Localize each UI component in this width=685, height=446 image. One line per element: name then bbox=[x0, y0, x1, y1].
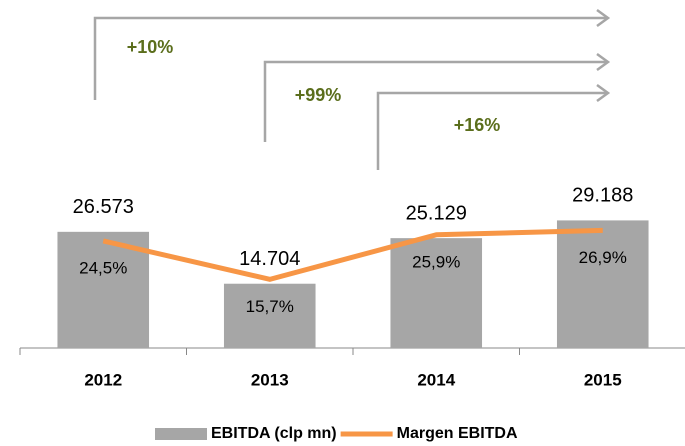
bar-value-label: 26.573 bbox=[73, 196, 134, 218]
growth-arrows bbox=[93, 8, 611, 170]
arrow bbox=[93, 16, 608, 100]
annotation: +10% bbox=[127, 37, 174, 57]
bar-value-label: 25.129 bbox=[406, 202, 467, 224]
x-tick-label: 2012 bbox=[84, 370, 122, 389]
x-tick-label: 2015 bbox=[584, 370, 622, 389]
bar-value-label: 14.704 bbox=[239, 248, 300, 270]
annotation: +99% bbox=[295, 85, 342, 105]
arrow bbox=[263, 60, 608, 142]
arrow bbox=[376, 91, 608, 170]
arrow-head bbox=[596, 8, 611, 28]
bar bbox=[223, 283, 316, 348]
legend-label: Margen EBITDA bbox=[397, 425, 518, 442]
annotation: +16% bbox=[454, 115, 501, 135]
arrow-head bbox=[596, 83, 611, 103]
bar bbox=[390, 238, 483, 348]
legend-label: EBITDA (clp mn) bbox=[211, 425, 337, 442]
arrow-head bbox=[596, 52, 611, 72]
margin-line bbox=[102, 227, 603, 282]
line-value-label: 26,9% bbox=[579, 248, 627, 267]
bar bbox=[57, 231, 150, 348]
bar bbox=[556, 220, 649, 348]
legend-swatch bbox=[155, 428, 207, 440]
line-value-label: 25,9% bbox=[412, 252, 460, 271]
line-value-label: 15,7% bbox=[246, 297, 294, 316]
bar-value-label: 29.188 bbox=[572, 185, 633, 207]
x-tick-label: 2013 bbox=[251, 370, 289, 389]
x-tick-label: 2014 bbox=[417, 370, 455, 389]
line-value-label: 24,5% bbox=[79, 258, 127, 277]
